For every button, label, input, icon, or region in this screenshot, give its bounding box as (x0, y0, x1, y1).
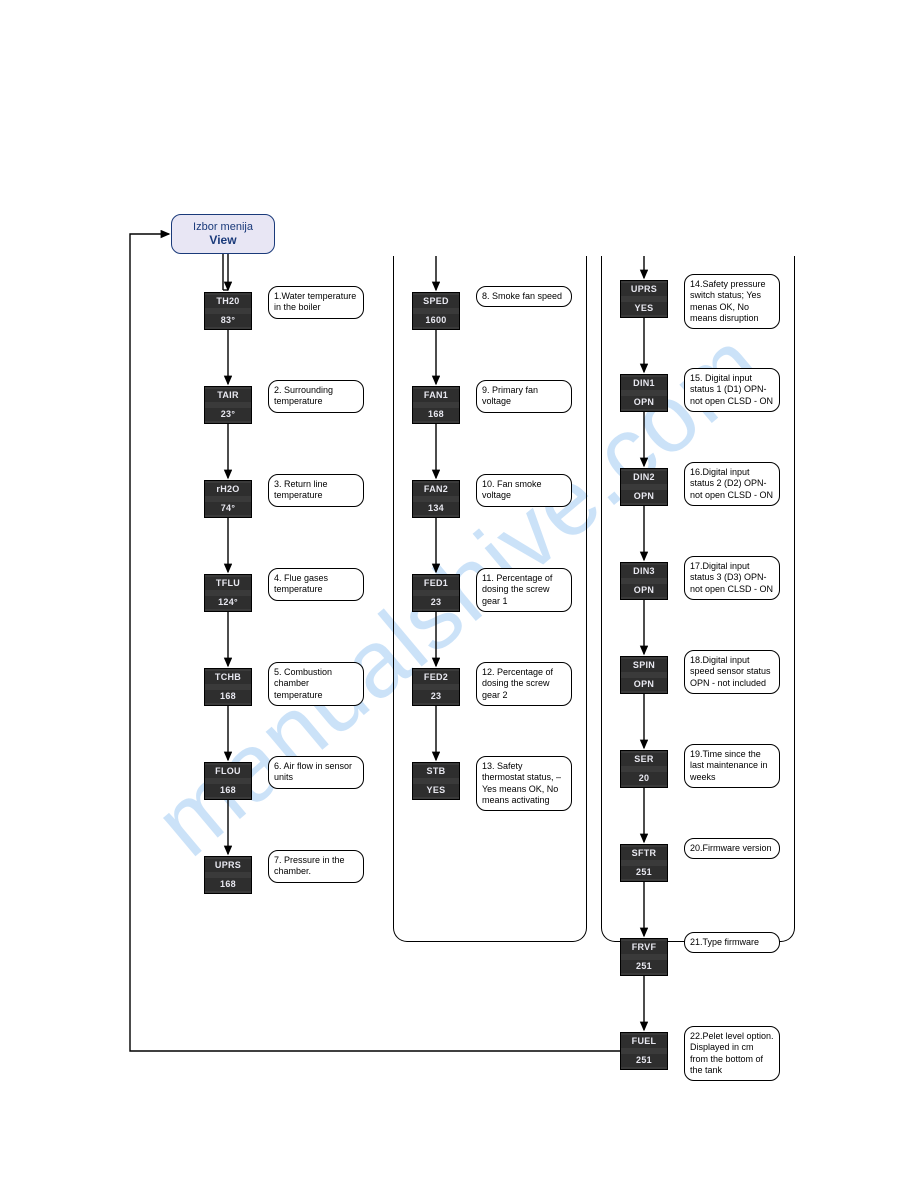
display-label: SPIN (621, 659, 667, 672)
display-label: FAN2 (413, 483, 459, 496)
display-label: DIN2 (621, 471, 667, 484)
display-fan2: FAN2 134 (412, 480, 460, 518)
display-label: FED1 (413, 577, 459, 590)
desc-22: 22.Pelet level option. Displayed in cm f… (684, 1026, 780, 1081)
desc-6: 6. Air flow in sensor units (268, 756, 364, 789)
display-label: UPRS (205, 859, 251, 872)
desc-17: 17.Digital input status 3 (D3) OPN- not … (684, 556, 780, 600)
display-flou: FLOU 168 (204, 762, 252, 800)
desc-15: 15. Digital input status 1 (D1) OPN- not… (684, 368, 780, 412)
display-value: 74° (205, 502, 251, 515)
desc-19: 19.Time since the last maintenance in we… (684, 744, 780, 788)
display-value: 168 (205, 690, 251, 703)
desc-13: 13. Safety thermostat status, –Yes means… (476, 756, 572, 811)
menu-box-view: Izbor menijaView (171, 214, 275, 254)
display-value: 23 (413, 596, 459, 609)
display-sped: SPED 1600 (412, 292, 460, 330)
desc-9: 9. Primary fan voltage (476, 380, 572, 413)
desc-8: 8. Smoke fan speed (476, 286, 572, 307)
display-label: DIN1 (621, 377, 667, 390)
display-label: SPED (413, 295, 459, 308)
display-ser: SER 20 (620, 750, 668, 788)
display-label: TH20 (205, 295, 251, 308)
display-label: DIN3 (621, 565, 667, 578)
display-rh2o: rH2O 74° (204, 480, 252, 518)
desc-20: 20.Firmware version (684, 838, 780, 859)
display-label: FRVF (621, 941, 667, 954)
display-value: 251 (621, 1054, 667, 1067)
display-label: FLOU (205, 765, 251, 778)
display-value: 1600 (413, 314, 459, 327)
display-value: 124° (205, 596, 251, 609)
desc-3: 3. Return line temperature (268, 474, 364, 507)
display-label: rH2O (205, 483, 251, 496)
display-value: 23° (205, 408, 251, 421)
display-spin: SPIN OPN (620, 656, 668, 694)
display-label: FED2 (413, 671, 459, 684)
desc-5: 5. Combustion chamber temperature (268, 662, 364, 706)
display-value: 251 (621, 866, 667, 879)
menu-line1: Izbor menija (176, 221, 270, 233)
display-tflu: TFLU 124° (204, 574, 252, 612)
desc-11: 11. Percentage of dosing the screw gear … (476, 568, 572, 612)
display-value: 83° (205, 314, 251, 327)
desc-4: 4. Flue gases temperature (268, 568, 364, 601)
display-fuel: FUEL 251 (620, 1032, 668, 1070)
display-label: STB (413, 765, 459, 778)
display-tair: TAIR 23° (204, 386, 252, 424)
display-value: OPN (621, 584, 667, 597)
display-value: 251 (621, 960, 667, 973)
display-tchb: TCHB 168 (204, 668, 252, 706)
display-value: OPN (621, 678, 667, 691)
display-label: TAIR (205, 389, 251, 402)
display-label: SFTR (621, 847, 667, 860)
desc-16: 16.Digital input status 2 (D2) OPN- not … (684, 462, 780, 506)
display-label: SER (621, 753, 667, 766)
desc-12: 12. Percentage of dosing the screw gear … (476, 662, 572, 706)
desc-2: 2. Surrounding temperature (268, 380, 364, 413)
display-din2: DIN2 OPN (620, 468, 668, 506)
desc-21: 21.Type firmware (684, 932, 780, 953)
display-fed2: FED2 23 (412, 668, 460, 706)
display-value: OPN (621, 396, 667, 409)
display-sftr: SFTR 251 (620, 844, 668, 882)
display-din3: DIN3 OPN (620, 562, 668, 600)
display-value: 23 (413, 690, 459, 703)
display-value: 168 (205, 878, 251, 891)
display-value: OPN (621, 490, 667, 503)
menu-line2: View (176, 233, 270, 247)
display-value: 168 (413, 408, 459, 421)
display-value: 168 (205, 784, 251, 797)
display-value: YES (621, 302, 667, 315)
display-label: TFLU (205, 577, 251, 590)
display-label: TCHB (205, 671, 251, 684)
display-value: 134 (413, 502, 459, 515)
desc-10: 10. Fan smoke voltage (476, 474, 572, 507)
display-label: FAN1 (413, 389, 459, 402)
display-fan1: FAN1 168 (412, 386, 460, 424)
display-din1: DIN1 OPN (620, 374, 668, 412)
display-value: YES (413, 784, 459, 797)
display-stb: STB YES (412, 762, 460, 800)
desc-14: 14.Safety pressure switch status; Yes me… (684, 274, 780, 329)
display-uprs: UPRS 168 (204, 856, 252, 894)
display-th20: TH20 83° (204, 292, 252, 330)
display-uprs: UPRS YES (620, 280, 668, 318)
desc-7: 7. Pressure in the chamber. (268, 850, 364, 883)
display-value: 20 (621, 772, 667, 785)
display-fed1: FED1 23 (412, 574, 460, 612)
desc-18: 18.Digital input speed sensor status OPN… (684, 650, 780, 694)
display-label: FUEL (621, 1035, 667, 1048)
display-frvf: FRVF 251 (620, 938, 668, 976)
display-label: UPRS (621, 283, 667, 296)
desc-1: 1.Water temperature in the boiler (268, 286, 364, 319)
